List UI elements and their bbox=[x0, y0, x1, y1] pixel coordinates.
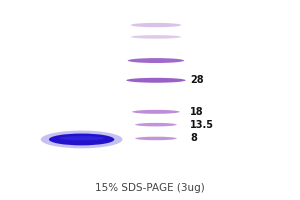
Text: 28: 28 bbox=[190, 75, 204, 85]
Text: 15% SDS-PAGE (3ug): 15% SDS-PAGE (3ug) bbox=[95, 183, 205, 193]
Ellipse shape bbox=[59, 136, 104, 140]
Ellipse shape bbox=[131, 23, 181, 27]
Ellipse shape bbox=[132, 110, 180, 114]
Ellipse shape bbox=[135, 137, 177, 140]
Text: 18: 18 bbox=[190, 107, 204, 117]
Text: 8: 8 bbox=[190, 133, 197, 143]
Ellipse shape bbox=[126, 78, 186, 83]
Ellipse shape bbox=[135, 123, 177, 126]
Ellipse shape bbox=[49, 134, 114, 145]
Ellipse shape bbox=[128, 58, 184, 63]
Ellipse shape bbox=[41, 131, 122, 148]
Text: 13.5: 13.5 bbox=[190, 120, 214, 130]
Ellipse shape bbox=[131, 35, 181, 39]
